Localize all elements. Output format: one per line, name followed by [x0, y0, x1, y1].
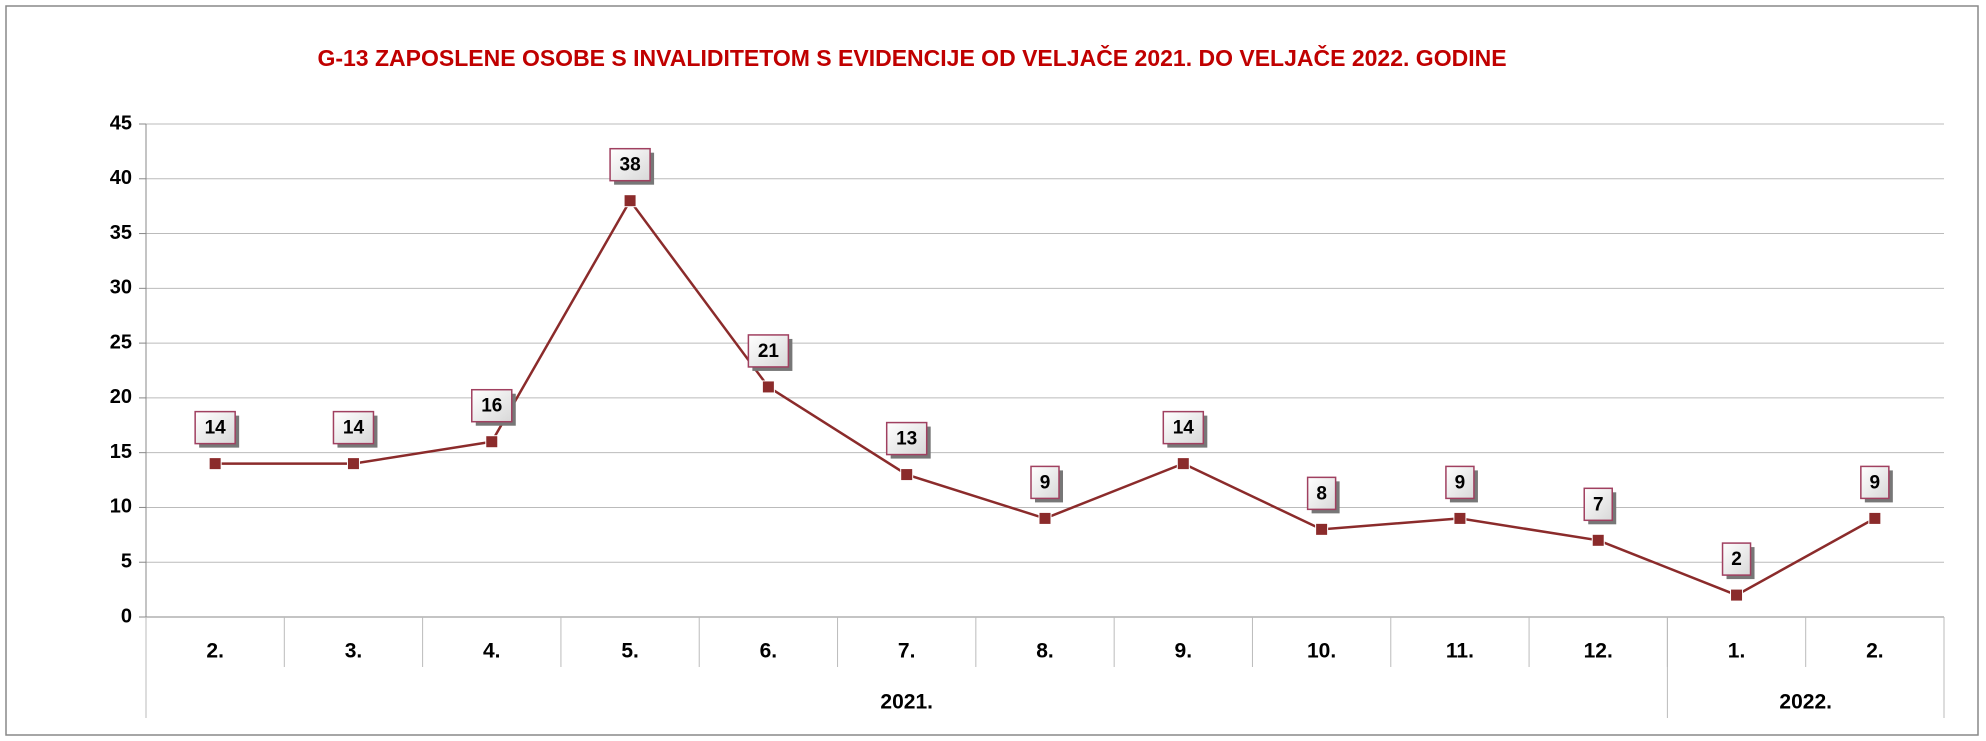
x-tick-label: 11. [1446, 640, 1474, 663]
data-label-box [1860, 465, 1890, 500]
y-tick-label: 35 [110, 222, 132, 244]
data-label-box [1030, 465, 1060, 500]
marker [761, 380, 775, 394]
y-tick-label: 15 [110, 441, 132, 463]
data-label-box [1162, 410, 1205, 445]
marker [1315, 522, 1329, 536]
marker [900, 468, 914, 482]
data-label: 9 [1040, 472, 1051, 493]
group-label: 2021. [880, 691, 933, 714]
data-label-box [609, 147, 651, 182]
data-label-box [194, 410, 236, 445]
marker [1453, 511, 1467, 525]
data-label: 9 [1870, 472, 1881, 493]
data-label: 7 [1593, 494, 1604, 515]
x-tick-label: 10. [1307, 640, 1336, 663]
x-tick-label: 7. [898, 640, 916, 663]
y-tick-label: 45 [110, 112, 132, 134]
data-label-box [1721, 542, 1752, 576]
data-label: 2 [1731, 549, 1742, 570]
data-label: 14 [1173, 418, 1195, 439]
x-tick-label: 2. [1866, 640, 1884, 663]
data-label: 9 [1455, 472, 1466, 493]
data-label-box [332, 410, 375, 445]
y-tick-label: 10 [110, 496, 132, 518]
marker [208, 457, 222, 471]
chart-border [5, 5, 1979, 736]
x-tick-label: 4. [483, 640, 501, 663]
data-label: 13 [896, 429, 917, 450]
x-tick-label: 2. [206, 640, 224, 663]
group-label: 2022. [1779, 691, 1832, 714]
x-tick-label: 12. [1584, 640, 1613, 663]
marker [1038, 511, 1052, 525]
y-tick-label: 0 [121, 605, 132, 627]
data-label: 16 [481, 396, 502, 417]
data-label-box [747, 334, 790, 368]
chart-title: G-13 ZAPOSLENE OSOBE S INVALIDITETOM S E… [317, 44, 1506, 71]
data-label: 21 [758, 341, 780, 362]
y-tick-label: 40 [110, 167, 132, 189]
y-tick-label: 25 [110, 331, 132, 353]
data-label-box [471, 388, 513, 423]
marker [1176, 457, 1190, 471]
marker [1868, 511, 1882, 525]
y-tick-label: 5 [121, 551, 132, 573]
data-label: 38 [620, 155, 641, 176]
x-tick-label: 6. [760, 640, 778, 663]
data-label: 8 [1316, 483, 1327, 504]
data-label: 14 [343, 418, 365, 439]
y-tick-label: 20 [110, 386, 132, 408]
data-label-box [1583, 487, 1613, 522]
marker [346, 457, 360, 471]
data-label-box [1306, 476, 1337, 511]
marker [485, 435, 499, 449]
marker [1730, 588, 1744, 602]
marker [623, 194, 637, 208]
x-tick-label: 8. [1036, 640, 1054, 663]
x-tick-label: 9. [1175, 640, 1193, 663]
data-label: 14 [205, 418, 227, 439]
x-tick-label: 1. [1728, 640, 1746, 663]
marker [1591, 533, 1605, 547]
x-tick-label: 5. [621, 640, 639, 663]
data-label-box [1445, 465, 1475, 500]
x-tick-label: 3. [345, 640, 363, 663]
data-label-box [885, 421, 928, 456]
y-tick-label: 30 [110, 277, 132, 299]
